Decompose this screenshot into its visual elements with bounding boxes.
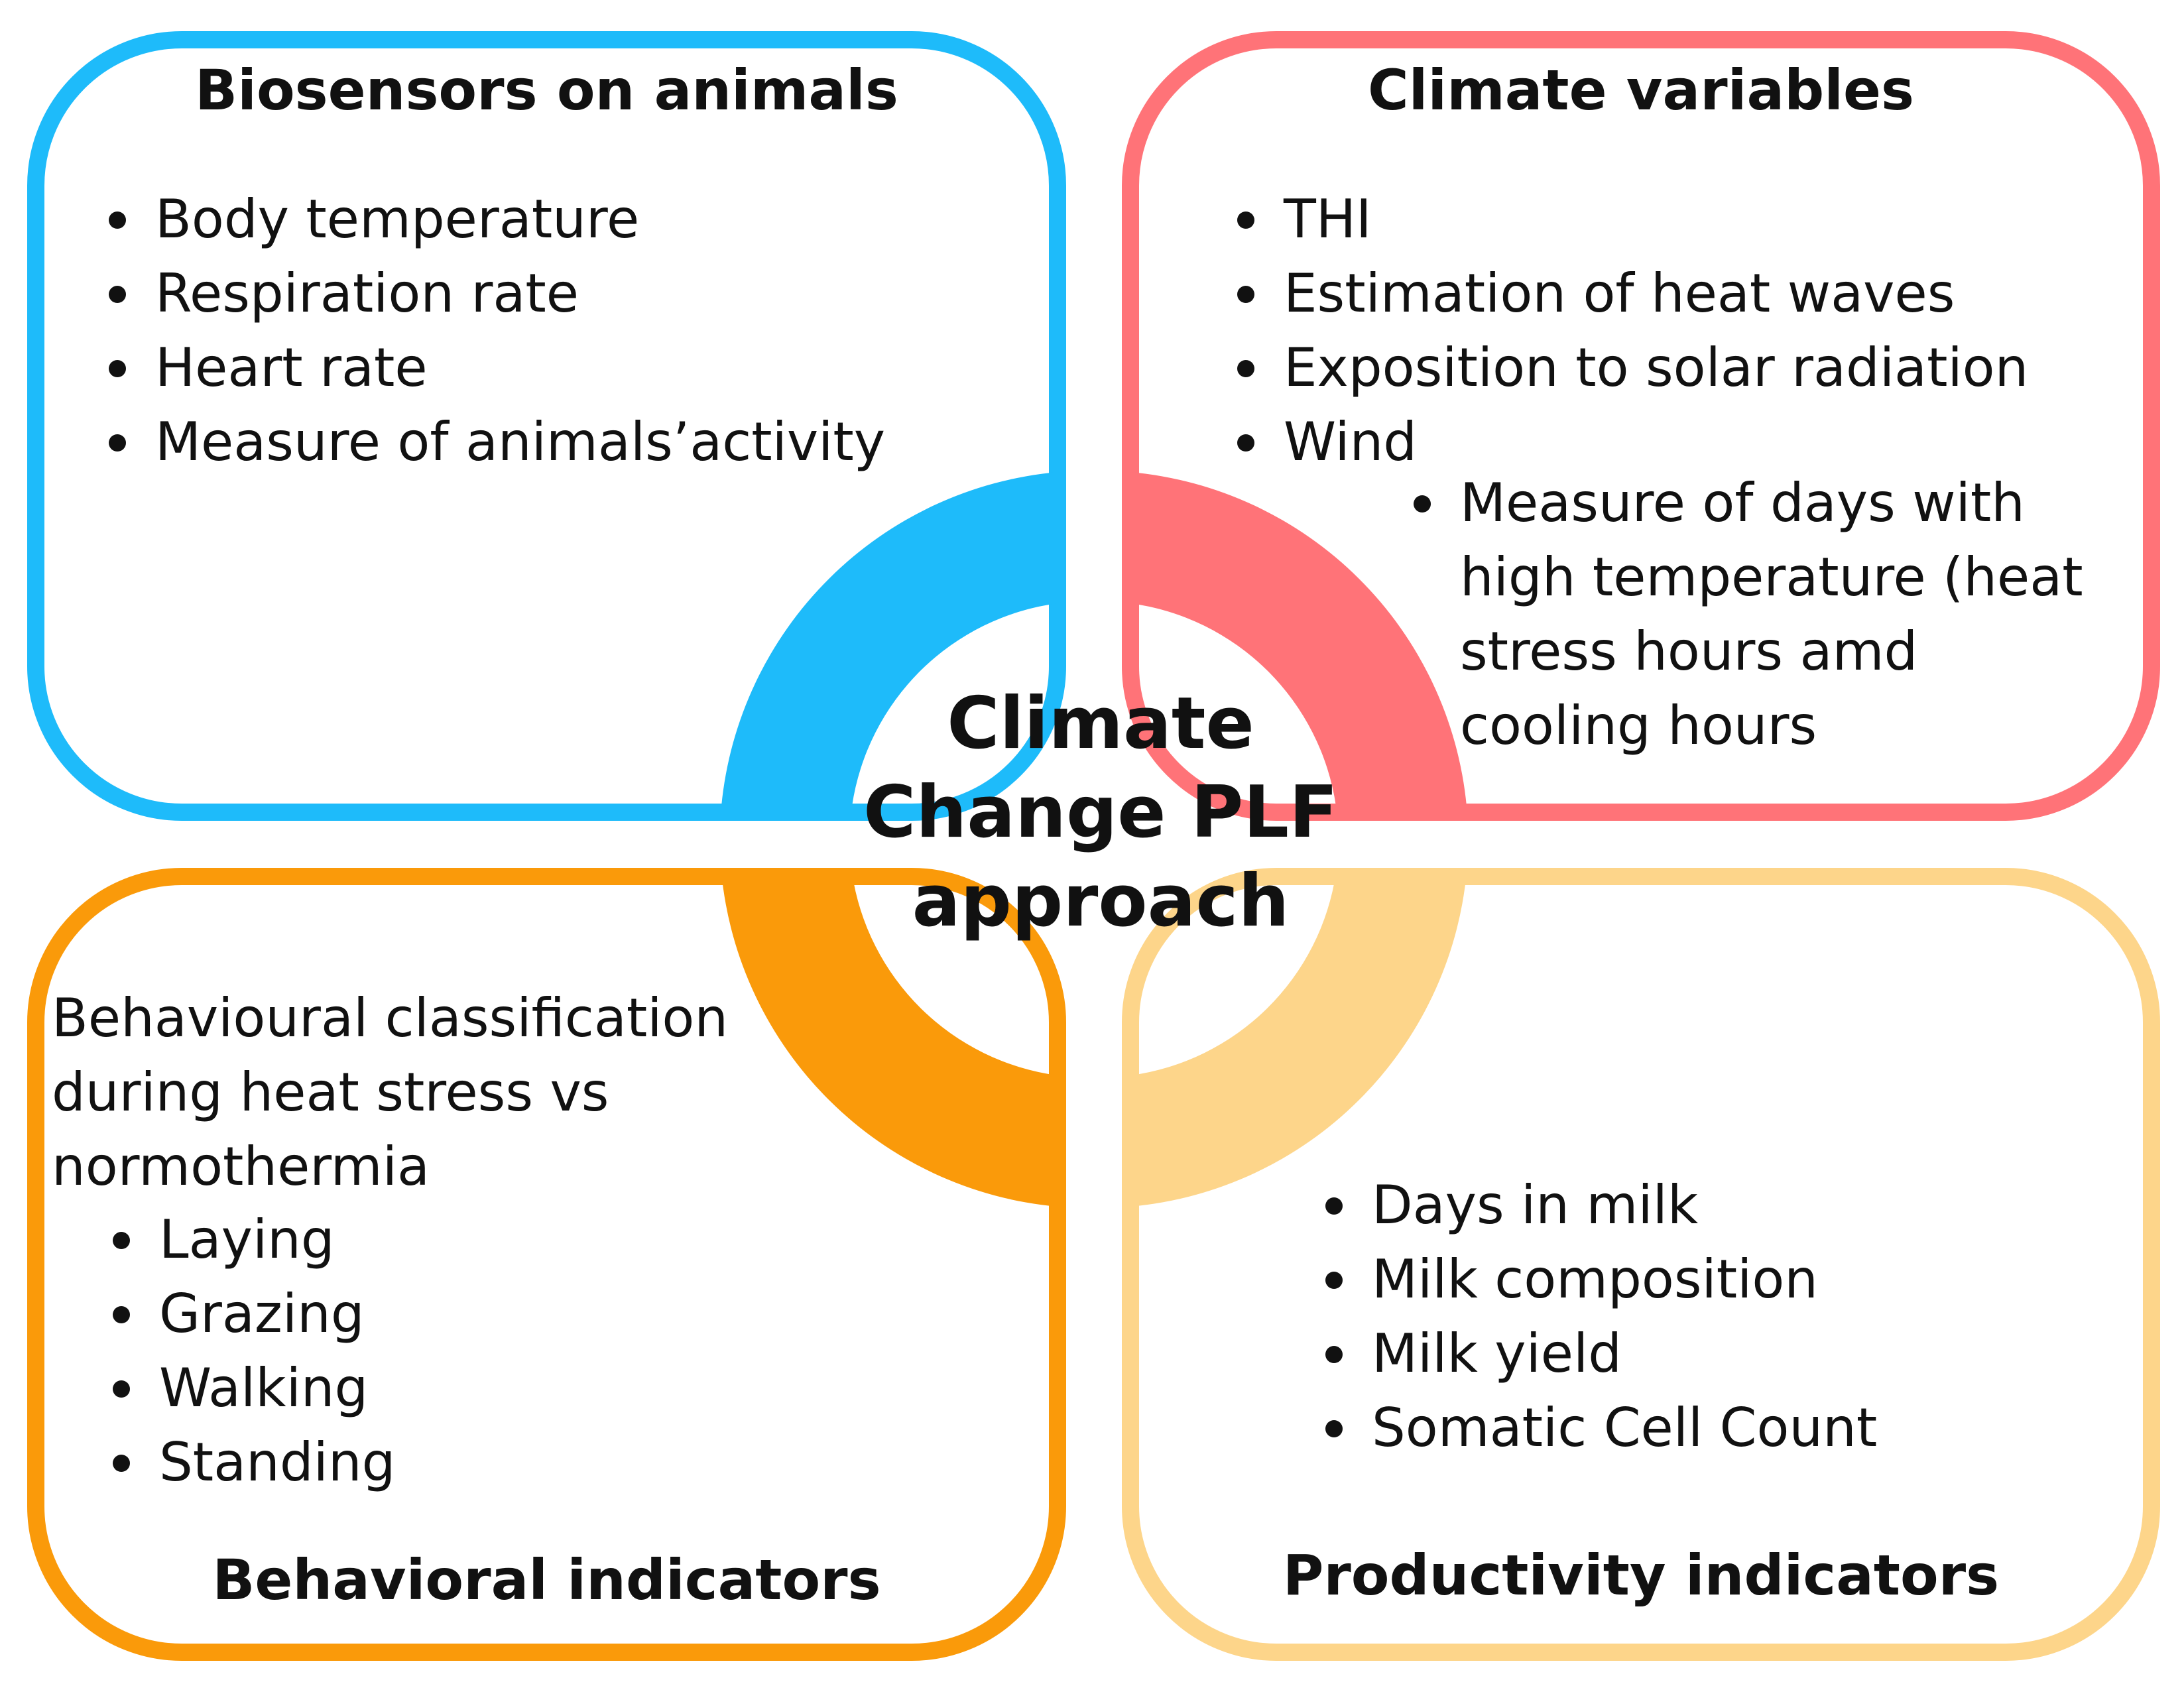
list-item: Days in milk (1316, 1168, 1877, 1242)
behavioral-intro: Behavioural classification during heat s… (52, 981, 728, 1204)
ring-quadrant-biosensors (721, 472, 1058, 806)
list-item: Measure of animals’activity (99, 405, 885, 479)
list-item: THI (1228, 182, 2028, 257)
behavioral-panel (27, 868, 1066, 1661)
list-item: Body temperature (99, 182, 885, 257)
climate-subitem: Measure of days with high temperature (h… (1404, 466, 2083, 763)
climate-list: THI Estimation of heat waves Exposition … (1228, 182, 2028, 479)
productivity-panel (1122, 868, 2160, 1661)
behavioral-title: Behavioral indicators (212, 1547, 881, 1612)
list-item: Laying (103, 1203, 395, 1277)
ring-quadrant-productivity (1130, 873, 1467, 1207)
climate-title: Climate variables (1367, 58, 1915, 123)
climate-subitem-line-2: high temperature (heat (1460, 546, 2083, 608)
climate-subitem-line-3: stress hours amd (1460, 621, 1918, 682)
biosensors-title: Biosensors on animals (195, 58, 898, 123)
biosensors-list: Body temperature Respiration rate Heart … (99, 182, 885, 479)
productivity-title: Productivity indicators (1282, 1543, 2000, 1608)
list-item: Respiration rate (99, 257, 885, 331)
list-item: Standing (103, 1425, 395, 1500)
climate-panel (1122, 31, 2160, 821)
list-item: Exposition to solar radiation (1228, 331, 2028, 405)
productivity-list: Days in milk Milk composition Milk yield… (1316, 1168, 1877, 1465)
list-item: Estimation of heat waves (1228, 257, 2028, 331)
behavioral-intro-line-3: normothermia (52, 1136, 430, 1197)
behavioral-list: Laying Grazing Walking Standing (103, 1203, 395, 1500)
center-title-line-2: Change PLF (863, 771, 1338, 854)
center-title: Climate Change PLF approach (855, 680, 1346, 946)
list-item: Grazing (103, 1277, 395, 1351)
climate-sublist: Measure of days with high temperature (h… (1404, 466, 2083, 763)
climate-subitem-line-1: Measure of days with (1460, 472, 2025, 534)
ring-quadrant-climate (1130, 472, 1467, 806)
behavioral-intro-line-2: during heat stress vs (52, 1061, 609, 1123)
list-item: Milk composition (1316, 1242, 1877, 1317)
biosensors-panel (27, 31, 1066, 821)
list-item: Somatic Cell Count (1316, 1391, 1877, 1465)
list-item: Heart rate (99, 331, 885, 405)
center-title-line-1: Climate (947, 682, 1254, 765)
list-item: Wind (1228, 405, 2028, 479)
ring-quadrant-behavioral (721, 873, 1058, 1207)
list-item: Walking (103, 1351, 395, 1425)
climate-subitem-line-4: cooling hours (1460, 695, 1817, 756)
behavioral-intro-line-1: Behavioural classification (52, 987, 729, 1049)
list-item: Milk yield (1316, 1317, 1877, 1391)
center-title-line-3: approach (912, 860, 1290, 943)
